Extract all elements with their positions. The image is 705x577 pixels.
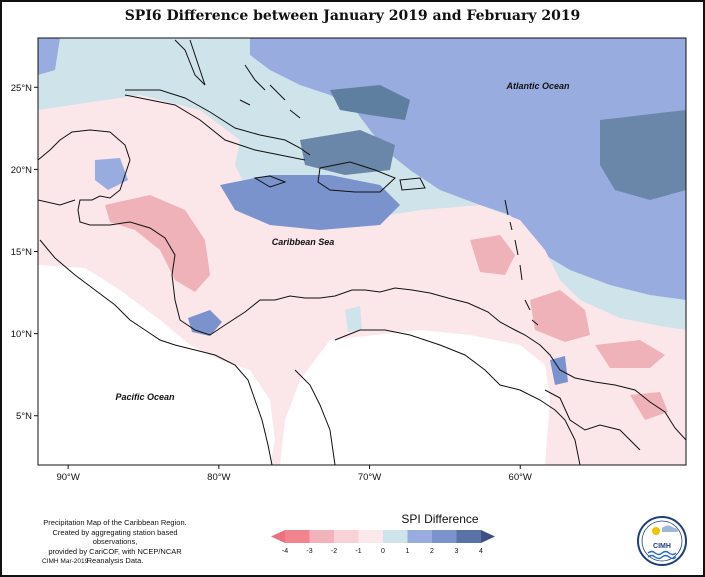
border-colombia [294,369,336,465]
legend-ticks: -4 -3 -2 -1 0 1 2 3 4 [282,548,483,555]
legend-tick-label: -3 [306,548,312,555]
field-negative-guyana [595,340,665,368]
coast-hispaniola [317,161,396,193]
wave-icon [647,550,677,556]
field-positive-orinoco [550,356,568,385]
lon-tick-label: 80°W [207,472,230,483]
field-neutral-maracaibo [345,306,362,332]
coast-florida [174,39,206,86]
legend-tick-label: -1 [355,548,361,555]
lat-tick-label: 25°N [11,83,32,94]
legend-arrow-low [271,530,285,543]
border-venezuela [334,329,581,465]
coast-cuba-north [125,89,311,156]
lat-tick-label: 15°N [11,247,32,258]
sun-icon [652,527,660,535]
legend-colorbar [271,530,495,543]
field-negative-suriname [630,392,668,420]
footnote-line-2: Created by aggregating station based obs… [52,527,178,547]
map-title: SPI6 Difference between January 2019 and… [124,8,581,24]
legend-tick-label: 3 [455,548,459,555]
lon-tick-label: 60°W [509,472,532,483]
legend-title: SPI Difference [401,512,479,526]
lon-tick-label: 90°W [56,472,79,483]
coast-bahamas [239,64,301,119]
lat-ticks: 25°N 20°N 15°N 10°N 5°N [11,83,38,422]
label-pacific-ocean: Pacific Ocean [115,392,175,402]
field-positive-south-hispaniola [220,175,400,230]
legend-arrow-high [481,530,495,543]
coastlines [38,39,686,465]
legend-tick-label: 0 [381,548,385,555]
footnote-line-1: Precipitation Map of the Caribbean Regio… [43,518,187,527]
lat-tick-label: 10°N [11,329,32,340]
field-positive-dark-bahamas [330,85,410,120]
legend-swatch [358,530,383,543]
coast-puerto-rico [399,177,426,191]
legend-swatch [285,530,310,543]
lon-ticks: 90°W 80°W 70°W 60°W [56,465,532,483]
lon-tick-label: 70°W [358,472,381,483]
legend-swatch [309,530,334,543]
logo-text: CIMH [653,543,671,550]
lat-tick-label: 20°N [11,165,32,176]
label-caribbean-sea: Caribbean Sea [272,237,335,247]
legend-swatch [334,530,359,543]
field-positive-panama [188,310,222,336]
cimh-logo: CIMH [637,516,687,566]
coast-central-south-america [38,129,686,441]
legend-swatch [407,530,432,543]
field-positive-dark-atlantic [600,110,686,200]
coast-pacific [39,239,273,465]
coast-mexico-border [38,199,76,206]
field-negative-honduras [105,195,210,292]
field-positive-gulf [38,38,60,75]
legend-tick-label: -2 [331,548,337,555]
spi-field [38,38,686,465]
coast-cuba-south [124,94,306,161]
footnote-line-3: provided by CariCOF, with NCEP/NCAR Rean… [48,546,182,566]
coast-jamaica [253,175,287,188]
coast-lesser-antilles [504,199,539,326]
border-guianas [544,389,641,451]
legend-tick-label: 1 [406,548,410,555]
legend-swatch [432,530,457,543]
field-pacific-blank [38,265,275,465]
field-positive-yucatan [95,158,128,190]
legend-tick-label: 2 [430,548,434,555]
label-atlantic-ocean: Atlantic Ocean [505,81,570,91]
field-positive-dark-cuba [300,130,395,175]
field-south-america-blank [280,330,550,465]
legend-swatch [456,530,481,543]
cloud-icon [662,525,678,532]
field-negative-east-caribbean [470,235,515,275]
legend-swatch [383,530,408,543]
field-negative-trinidad [530,290,590,342]
lat-tick-label: 5°N [16,411,32,422]
credit-line: CIMH Mar-2019 [42,558,89,565]
footnote: Precipitation Map of the Caribbean Regio… [30,518,200,566]
legend-tick-label: -4 [282,548,288,555]
legend-tick-label: 4 [479,548,483,555]
